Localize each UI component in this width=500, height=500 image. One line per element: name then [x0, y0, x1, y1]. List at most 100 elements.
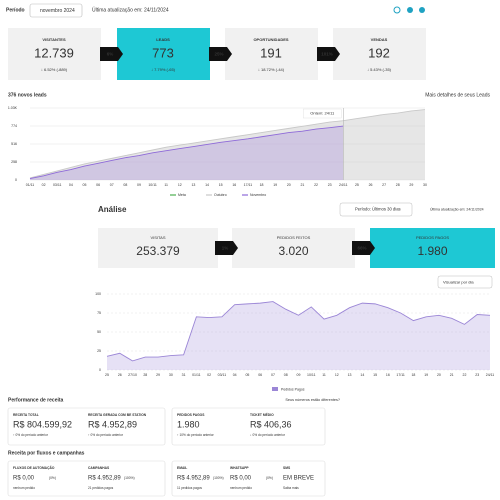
x-tick-label: 27/10: [128, 373, 137, 377]
kpi-card: [232, 228, 355, 268]
x-tick-label: 02: [207, 373, 211, 377]
details-link[interactable]: Mais detalhes de seus Leads: [425, 92, 490, 98]
rate-label: 6%: [107, 52, 114, 57]
x-tick-label: 25: [105, 373, 109, 377]
series-line: [29, 109, 426, 179]
funnel-card: [333, 28, 426, 80]
rate-arrow: [209, 47, 232, 61]
rate-arrow: [215, 241, 238, 255]
x-tick-label: 26: [369, 183, 373, 187]
x-tick-label: 11: [164, 183, 168, 187]
rate-label: 101%: [321, 52, 333, 57]
view-dropdown-text: Visualizar por dia: [443, 280, 474, 285]
card-value: 191: [260, 45, 282, 60]
x-tick-label: 15: [373, 373, 377, 377]
metric-note: 11 pedidos pagos: [177, 486, 202, 490]
icon-refresh[interactable]: [393, 6, 401, 14]
x-tick-label: 19: [273, 183, 277, 187]
rate-label: 1%: [222, 246, 229, 251]
rate-label: 25%: [214, 52, 223, 57]
x-tick-label: 07: [110, 183, 114, 187]
metric-note[interactable]: Saiba mais: [283, 486, 299, 490]
card-change: ↓ 7.79% (-65): [151, 67, 176, 72]
metric-share: (100%): [213, 476, 224, 480]
x-tick-label: 08: [123, 183, 127, 187]
period-label: Período: [6, 7, 25, 13]
metric-value: R$ 0,00: [230, 476, 252, 482]
metric-label: WHATSAPP: [230, 466, 249, 470]
x-tick-label: 01/11: [26, 183, 35, 187]
discrepancy-link[interactable]: Seus números estão diferentes?: [285, 398, 340, 402]
card-value: 773: [152, 45, 174, 60]
funnel-card: [8, 28, 101, 80]
metric-label: RECEITA GERADA COM BE STATION: [88, 413, 147, 417]
x-tick-label: 06: [96, 183, 100, 187]
x-tick-label: 02: [42, 183, 46, 187]
x-tick-label: 30: [169, 373, 173, 377]
period-dropdown[interactable]: [339, 202, 413, 217]
x-tick-label: 10/11: [307, 373, 316, 377]
y-tick-label: 25: [97, 349, 101, 353]
card-label: LEADS: [156, 37, 170, 42]
metric-label: CAMPANHAS: [88, 466, 110, 470]
x-tick-label: 12: [178, 183, 182, 187]
x-tick-label: 28: [143, 373, 147, 377]
metric-value: R$ 0,00: [13, 476, 35, 482]
x-tick-label: 06: [258, 373, 262, 377]
x-tick-label: 21: [450, 373, 454, 377]
card-value: 1.980: [417, 244, 447, 258]
y-tick-label: 516: [11, 142, 17, 146]
updated-text: Última atualização em: 24/11/2024: [430, 207, 484, 211]
card-value: 253.379: [136, 244, 180, 258]
x-tick-label: 09: [137, 183, 141, 187]
updated-text: Última atualização em: 24/11/2024: [92, 6, 169, 13]
x-tick-label: 09: [297, 373, 301, 377]
x-tick-label: 05: [245, 373, 249, 377]
card-label: OPORTUNIDADES: [253, 37, 288, 42]
x-tick-label: 12: [335, 373, 339, 377]
date-picker[interactable]: [29, 3, 83, 18]
x-tick-label: 16: [386, 373, 390, 377]
metric-share: (0%): [266, 476, 273, 480]
metric-label: TICKET MÉDIO: [250, 412, 274, 417]
y-tick-label: 258: [11, 160, 17, 164]
section-title: Receita por fluxos e campanhas: [8, 450, 85, 456]
card-value: 192: [368, 45, 390, 60]
x-tick-label: 18: [411, 373, 415, 377]
metric-value: 1.980: [177, 419, 200, 429]
x-tick-label: 17/11: [396, 373, 405, 377]
x-tick-label: 14: [360, 373, 364, 377]
x-tick-label: 17/11: [244, 183, 253, 187]
series-line: [29, 125, 344, 180]
x-tick-label: 21: [300, 183, 304, 187]
x-tick-label: 19: [424, 373, 428, 377]
x-tick-label: 10/11: [148, 183, 157, 187]
metric-share: (100%): [124, 476, 135, 480]
y-tick-label: 0: [15, 178, 17, 182]
x-tick-label: 30: [423, 183, 427, 187]
y-tick-label: 100: [95, 292, 101, 296]
rate-arrow: [352, 241, 375, 255]
view-dropdown[interactable]: [437, 275, 493, 289]
info-card: [7, 460, 166, 497]
chart-title: 376 novos leads: [8, 92, 47, 98]
y-tick-label: 75: [97, 311, 101, 315]
card-label: VENDAS: [371, 37, 388, 42]
x-tick-label: 27: [382, 183, 386, 187]
kpi-card: [370, 228, 495, 268]
legend-swatch: [272, 387, 278, 391]
x-tick-label: 23: [475, 373, 479, 377]
icon-settings[interactable]: [407, 7, 413, 13]
x-tick-label: 25: [355, 183, 359, 187]
metric-value: R$ 804.599,92: [13, 419, 72, 429]
icon-help[interactable]: [419, 7, 425, 13]
info-card: [7, 407, 166, 446]
x-tick-label: 01/11: [192, 373, 201, 377]
rate-arrow: [100, 47, 123, 61]
metric-label: FLUXOS DE AUTOMAÇÃO: [13, 465, 55, 470]
x-tick-label: 15: [219, 183, 223, 187]
metric-label: EMAIL: [177, 466, 187, 470]
period-value: novembro 2024: [40, 8, 75, 14]
card-change: ↓ 6.52% (-889): [41, 67, 68, 72]
